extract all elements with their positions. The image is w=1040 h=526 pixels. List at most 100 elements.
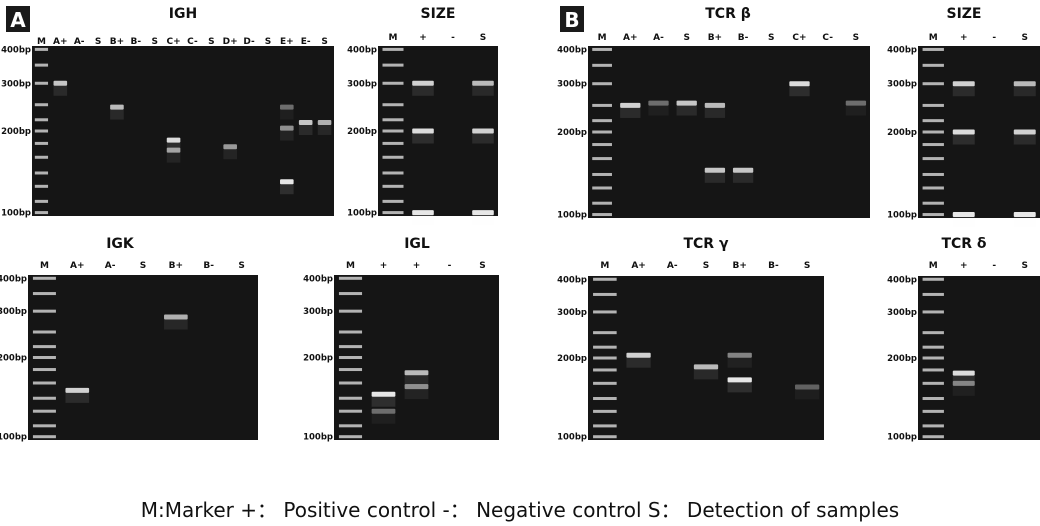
gel-band	[727, 352, 752, 358]
ladder-label: 400bp	[1, 45, 31, 55]
ladder-label: 100bp	[0, 433, 27, 443]
marker-rung	[382, 129, 404, 133]
gel-band	[371, 408, 396, 414]
lane-label: B-	[203, 261, 214, 271]
gel-title: TCR β	[705, 6, 751, 22]
gel-background	[588, 276, 824, 440]
marker-rung	[382, 211, 404, 215]
marker-rung	[592, 186, 612, 190]
marker-rung	[922, 424, 944, 428]
gel-band	[704, 167, 726, 173]
marker-rung	[32, 276, 56, 280]
marker-rung	[592, 47, 612, 51]
gel-band-smear	[412, 85, 434, 96]
marker-rung	[592, 143, 612, 147]
gel-band-smear	[693, 369, 719, 380]
ladder-label: 400bp	[557, 275, 587, 285]
ladder-label: 100bp	[887, 211, 917, 221]
gel-band-smear	[317, 124, 332, 135]
marker-rung	[34, 129, 49, 133]
marker-rung	[382, 141, 404, 145]
gel-band-smear	[704, 172, 726, 183]
marker-rung	[593, 331, 617, 335]
lane-label: S	[480, 33, 486, 43]
lane-label: S	[1022, 33, 1028, 43]
gel-band-smear	[280, 109, 294, 120]
lane-label: S	[1022, 261, 1028, 271]
marker-rung	[922, 47, 944, 51]
marker-rung	[922, 381, 944, 385]
lane-label: S	[208, 37, 214, 47]
marker-rung	[593, 368, 617, 372]
marker-rung	[34, 81, 49, 85]
ladder-label: 300bp	[887, 308, 917, 318]
marker-rung	[34, 141, 49, 145]
gel-band-smear	[472, 85, 494, 96]
lane-label: E+	[280, 37, 294, 47]
gel-band	[704, 102, 726, 108]
marker-rung	[592, 119, 612, 123]
lane-label: S	[95, 37, 101, 47]
marker-rung	[593, 397, 617, 401]
marker-rung	[922, 409, 944, 413]
marker-rung	[338, 309, 363, 313]
gel-band	[795, 384, 820, 390]
marker-rung	[32, 330, 56, 334]
lane-label: +	[960, 33, 968, 43]
gel-band	[952, 370, 975, 376]
marker-rung	[32, 409, 56, 413]
gel-band-smear	[412, 215, 434, 226]
ladder-label: 300bp	[557, 308, 587, 318]
panel-label-a: A	[6, 6, 30, 32]
marker-rung	[34, 184, 49, 188]
gel-band-smear	[53, 85, 68, 96]
gel-band	[317, 119, 332, 125]
lane-label: C+	[792, 33, 806, 43]
marker-rung	[34, 63, 49, 67]
gel-title: SIZE	[420, 6, 455, 22]
gel-band-smear	[626, 357, 651, 368]
gel-band	[952, 380, 975, 386]
ladder-label: 100bp	[887, 433, 917, 443]
lane-label: M	[389, 33, 398, 43]
marker-rung	[592, 172, 612, 176]
marker-rung	[338, 396, 363, 400]
lane-label: +	[380, 261, 388, 271]
lane-label: S	[140, 261, 146, 271]
gel-band-smear	[952, 134, 975, 145]
gel-band-smear	[620, 107, 641, 118]
marker-rung	[338, 356, 363, 359]
gel-title: TCR δ	[941, 236, 986, 252]
gel-band	[789, 81, 810, 87]
marker-rung	[592, 82, 612, 86]
ladder-label: 400bp	[0, 274, 27, 284]
marker-rung	[922, 82, 944, 86]
lane-label: S	[683, 33, 689, 43]
lane-label: S	[768, 33, 774, 43]
gel-band	[166, 137, 181, 143]
marker-rung	[922, 130, 944, 134]
lane-label: -	[992, 33, 996, 43]
lane-label: +	[419, 33, 427, 43]
lane-label: M	[346, 261, 355, 271]
lane-label: B-	[131, 37, 142, 47]
gel-band	[371, 391, 396, 397]
gel-band	[648, 100, 669, 106]
gel-title: IGK	[106, 236, 135, 252]
lane-label: +	[960, 261, 968, 271]
gel-tcrg: TCR γ M A+ A- S B+ B- S 400bp 300bp 200bp 100bp	[557, 236, 824, 443]
marker-rung	[382, 184, 404, 188]
gel-background	[32, 46, 334, 216]
gel-band-smear	[676, 105, 697, 116]
marker-rung	[32, 435, 56, 439]
marker-rung	[922, 331, 944, 335]
lane-label: M	[929, 261, 938, 271]
gel-band	[404, 370, 429, 376]
ladder-label: 300bp	[0, 307, 27, 317]
ladder-label: 300bp	[303, 307, 333, 317]
gel-band	[676, 100, 697, 106]
lane-label: -	[992, 261, 996, 271]
marker-rung	[338, 368, 363, 372]
lane-label: -	[448, 261, 452, 271]
